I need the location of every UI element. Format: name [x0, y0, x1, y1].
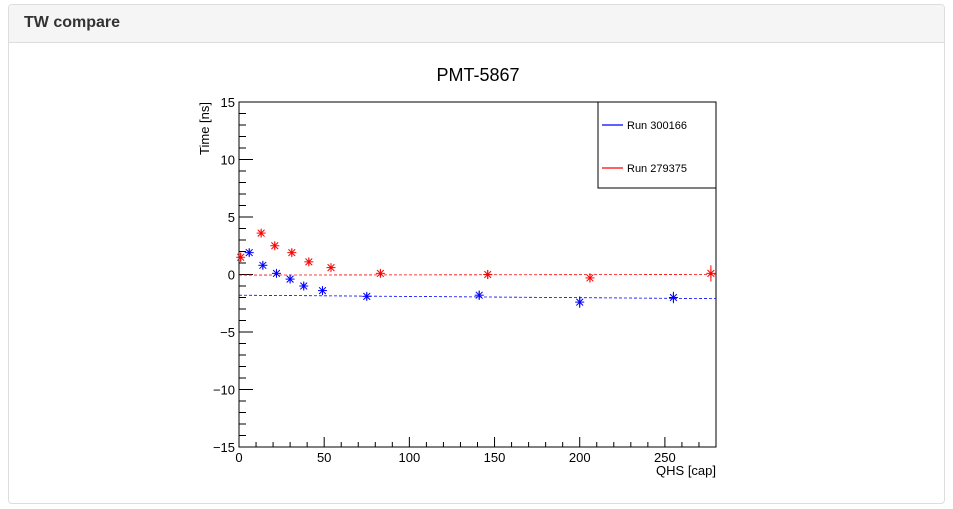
- y-tick-label: 0: [228, 268, 235, 283]
- data-point: [287, 248, 297, 258]
- data-point: [258, 260, 268, 270]
- data-point: [474, 290, 484, 300]
- marker-stroke: [327, 263, 335, 272]
- marker-stroke: [300, 282, 308, 290]
- axis-ticks: [238, 101, 717, 448]
- data-point: [317, 286, 327, 296]
- marker-stroke: [288, 248, 296, 257]
- y-tick-label: −5: [220, 325, 235, 340]
- data-points: [236, 228, 716, 308]
- x-tick-label: 0: [235, 450, 242, 465]
- data-point: [668, 291, 678, 304]
- marker-stroke: [318, 286, 327, 295]
- y-tick-label: −15: [213, 440, 235, 455]
- data-point: [362, 291, 372, 301]
- marker-stroke: [259, 261, 267, 270]
- data-point: [270, 241, 280, 251]
- data-point: [326, 263, 336, 273]
- data-point: [575, 296, 585, 308]
- marker-stroke: [363, 292, 371, 301]
- y-tick-label: 15: [221, 95, 235, 110]
- marker-stroke: [257, 229, 265, 237]
- data-point: [585, 273, 595, 283]
- data-point: [304, 257, 314, 267]
- data-point: [244, 248, 254, 258]
- legend-label-run-279375: Run 279375: [627, 163, 687, 175]
- fit-line-series-1: [238, 274, 717, 276]
- fit-lines: [238, 274, 717, 300]
- data-point: [256, 228, 266, 238]
- x-tick-label: 200: [569, 450, 591, 465]
- x-tick-label: 150: [484, 450, 506, 465]
- marker-stroke: [475, 291, 483, 299]
- y-axis-label: Time [ns]: [197, 102, 212, 155]
- marker-stroke: [669, 293, 678, 302]
- y-tick-label: 5: [228, 210, 235, 225]
- marker-stroke: [236, 253, 245, 261]
- data-point: [285, 274, 295, 284]
- legend: Run 300166 Run 279375: [597, 101, 717, 189]
- x-tick-label: 50: [317, 450, 331, 465]
- data-point: [271, 268, 281, 278]
- marker-stroke: [305, 258, 313, 266]
- x-axis-label: QHS [cap]: [656, 463, 716, 478]
- legend-label-run-300166: Run 300166: [627, 120, 687, 132]
- marker-stroke: [286, 275, 294, 283]
- legend-box: [597, 101, 717, 189]
- marker-stroke: [707, 269, 715, 278]
- data-point: [236, 252, 246, 262]
- marker-stroke: [376, 269, 385, 278]
- marker-stroke: [586, 274, 594, 282]
- marker-stroke: [483, 270, 492, 279]
- tw-compare-panel: TW compare PMT-5867 −15 −10 −5 0 5 10 15 0 50 100…: [8, 4, 945, 504]
- marker-stroke: [575, 298, 584, 306]
- data-point: [299, 281, 309, 291]
- marker-stroke: [245, 248, 253, 257]
- marker-stroke: [271, 242, 279, 250]
- panel-title: TW compare: [9, 5, 944, 43]
- y-tick-label: −10: [213, 383, 235, 398]
- x-tick-label: 250: [654, 450, 676, 465]
- y-tick-label: 10: [221, 153, 235, 168]
- marker-stroke: [272, 269, 281, 278]
- fit-line-series-0: [238, 294, 717, 300]
- data-point: [706, 265, 716, 282]
- x-tick-label: 100: [399, 450, 421, 465]
- data-point: [375, 268, 385, 278]
- chart-title: PMT-5867: [436, 65, 519, 85]
- data-point: [483, 269, 493, 280]
